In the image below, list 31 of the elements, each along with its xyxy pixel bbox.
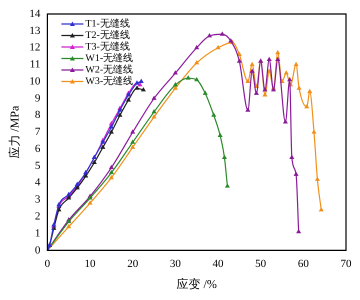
x-tick-label: 20	[127, 258, 139, 270]
legend-label: T1-无缝线	[85, 18, 130, 30]
y-tick-label: 1	[34, 227, 40, 240]
y-tick-label: 8	[34, 109, 41, 122]
legend-label: W3-无缝线	[85, 75, 134, 88]
legend-label: W2-无缝线	[85, 64, 134, 76]
y-tick-label: 9	[34, 92, 41, 104]
y-tick-label: 7	[34, 126, 41, 138]
x-tick-label: 40	[212, 258, 224, 270]
y-tick-label: 10	[29, 75, 41, 88]
y-tick-label: 5	[34, 160, 41, 172]
y-tick-label: 3	[34, 194, 41, 206]
x-tick-label: 0	[44, 258, 51, 270]
legend-label: T2-无缝线	[85, 29, 130, 42]
y-tick-label: 6	[34, 142, 41, 155]
y-tick-label: 4	[34, 176, 41, 189]
y-tick-label: 0	[34, 244, 41, 256]
y-tick-label: 13	[29, 24, 41, 37]
y-axis-title: 应力 /MPa	[7, 105, 22, 159]
y-tick-label: 11	[30, 58, 40, 71]
x-tick-label: 70	[340, 258, 352, 270]
x-axis-title: 应变 /%	[176, 276, 217, 291]
x-tick-label: 50	[255, 258, 267, 270]
legend-label: T3-无缝线	[85, 40, 130, 53]
y-tick-label: 14	[29, 8, 41, 20]
legend-label: W1-无缝线	[85, 52, 134, 64]
x-tick-label: 10	[84, 258, 96, 270]
x-tick-label: 60	[298, 258, 310, 270]
y-tick-label: 2	[34, 210, 40, 223]
y-tick-label: 12	[29, 42, 40, 54]
x-tick-label: 30	[170, 258, 182, 270]
